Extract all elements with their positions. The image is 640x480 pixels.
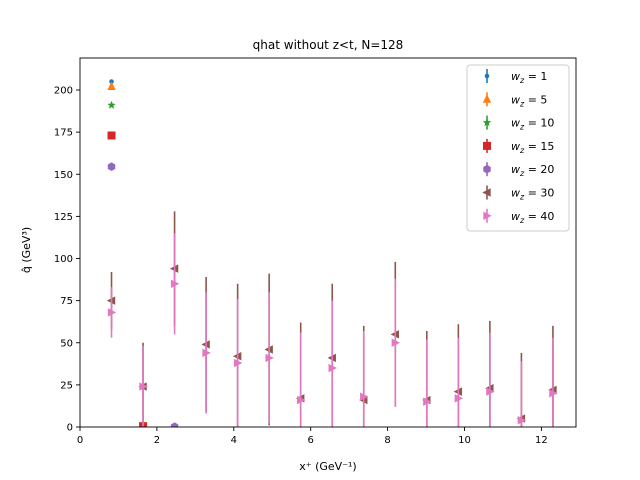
- data-point-40-7: [328, 363, 337, 373]
- legend-entry-20: wz = 20: [483, 162, 554, 178]
- axes: 0 2 4 6 8 10 12 0 25 50 75 100 125 150 175 200: [54, 57, 577, 446]
- y-tick-label-25: 25: [60, 380, 73, 391]
- data-point-40-9: [391, 338, 400, 347]
- y-tick-label-0: 0: [67, 423, 73, 434]
- series-20: [107, 162, 179, 427]
- data-point-10-0: [107, 100, 116, 109]
- data-point-40-14: [549, 389, 558, 398]
- legend-marker-1: [484, 73, 490, 79]
- legend-entry-30: wz = 30: [482, 185, 554, 202]
- data-point-40-0: [107, 308, 117, 317]
- data-point-15-0: [107, 131, 116, 140]
- x-tick-label-6: 6: [308, 435, 314, 446]
- series-5: [107, 81, 116, 91]
- y-tick-label-75: 75: [60, 296, 73, 307]
- data-point-40-13: [517, 416, 527, 425]
- x-tick-label-12: 12: [535, 435, 548, 446]
- x-tick-label-10: 10: [458, 435, 471, 446]
- data-point-40-6: [297, 395, 306, 405]
- data-point-40-10: [423, 397, 432, 406]
- y-tick-label-200: 200: [54, 86, 73, 97]
- x-tick-label-4: 4: [231, 435, 237, 446]
- data-point-5-0: [107, 81, 116, 91]
- x-tick-label-8: 8: [384, 435, 390, 446]
- series-40: [107, 233, 558, 427]
- y-tick-label-150: 150: [54, 170, 73, 181]
- data-point-40-8: [360, 392, 369, 401]
- legend-marker-40: [483, 211, 492, 220]
- legend-label-20: wz = 20: [511, 163, 554, 178]
- legend-entry-5: wz = 5: [482, 92, 547, 108]
- y-tick-label-175: 175: [54, 128, 73, 139]
- legend-box: [466, 64, 570, 232]
- legend-marker-5: [482, 94, 492, 103]
- legend-label-30: wz = 30: [511, 187, 554, 202]
- data-point-40-2: [170, 279, 180, 288]
- data-point-20-0: [107, 162, 116, 171]
- plot-frame: [79, 57, 577, 428]
- legend-entry-15: wz = 15: [483, 138, 554, 155]
- legend-entry-10: wz = 10: [482, 115, 554, 132]
- data-point-40-1: [139, 382, 148, 391]
- legend-marker-30: [482, 188, 491, 197]
- data-point-20-1: [170, 422, 179, 427]
- legend-marker-10: [482, 118, 492, 127]
- y-tick-label-125: 125: [54, 212, 73, 223]
- data-point-40-12: [486, 387, 495, 396]
- legend-entry-40: wz = 40: [483, 208, 554, 225]
- legend-label-1: wz = 1: [511, 70, 547, 85]
- y-axis-label: q̂ (GeV³): [20, 227, 33, 273]
- legend-marker-20: [483, 164, 491, 174]
- data-point-40-3: [202, 348, 211, 358]
- series-10: [107, 100, 116, 109]
- legend-entry-1: wz = 1: [484, 69, 547, 85]
- x-axis-label: x⁺ (GeV⁻¹): [299, 460, 356, 473]
- data-point-40-11: [454, 394, 464, 403]
- y-tick-label-50: 50: [60, 338, 73, 349]
- plot-area: [106, 79, 558, 427]
- legend-label-40: wz = 40: [511, 210, 554, 225]
- legend-label-15: wz = 15: [511, 140, 554, 155]
- legend: wz = 1 wz = 5 wz = 10 wz = 15 wz = 20 wz = 30…: [466, 64, 570, 232]
- x-tick-label-0: 0: [77, 435, 83, 446]
- legend-label-5: wz = 5: [511, 93, 547, 108]
- data-point-40-4: [233, 358, 243, 368]
- data-point-40-5: [265, 353, 274, 363]
- chart-title: qhat without z<t, N=128: [253, 38, 404, 52]
- data-point-1-0: [109, 79, 114, 84]
- y-tick-label-100: 100: [54, 254, 73, 265]
- x-tick-label-2: 2: [154, 435, 160, 446]
- legend-label-10: wz = 10: [511, 117, 554, 132]
- legend-marker-15: [483, 141, 491, 150]
